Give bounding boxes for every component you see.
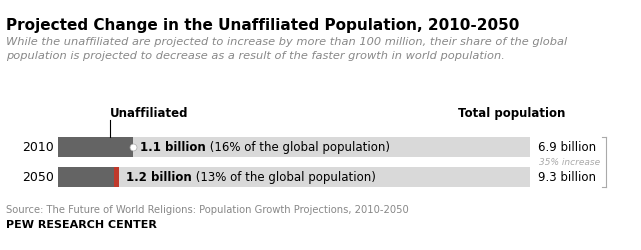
Text: 1.1 billion: 1.1 billion xyxy=(140,141,206,154)
Text: (16% of the global population): (16% of the global population) xyxy=(206,141,390,154)
Text: 1.2 billion: 1.2 billion xyxy=(126,171,192,184)
Text: (13% of the global population): (13% of the global population) xyxy=(192,171,376,184)
Bar xyxy=(58,167,114,187)
Text: Projected Change in the Unaffiliated Population, 2010-2050: Projected Change in the Unaffiliated Pop… xyxy=(6,18,519,33)
Text: 6.9 billion: 6.9 billion xyxy=(538,141,596,154)
Text: 2050: 2050 xyxy=(22,171,54,184)
Bar xyxy=(58,138,133,157)
Text: PEW RESEARCH CENTER: PEW RESEARCH CENTER xyxy=(6,219,157,229)
Text: 35% increase: 35% increase xyxy=(539,158,600,167)
Bar xyxy=(58,138,530,157)
Text: While the unaffiliated are projected to increase by more than 100 million, their: While the unaffiliated are projected to … xyxy=(6,37,567,47)
Text: 2010: 2010 xyxy=(22,141,54,154)
Text: Total population: Total population xyxy=(458,106,565,120)
Text: Unaffiliated: Unaffiliated xyxy=(110,106,188,120)
Text: 9.3 billion: 9.3 billion xyxy=(538,171,596,184)
Text: population is projected to decrease as a result of the faster growth in world po: population is projected to decrease as a… xyxy=(6,51,505,61)
Bar xyxy=(58,167,530,187)
Bar xyxy=(114,167,119,187)
Text: Source: The Future of World Religions: Population Growth Projections, 2010-2050: Source: The Future of World Religions: P… xyxy=(6,204,409,214)
